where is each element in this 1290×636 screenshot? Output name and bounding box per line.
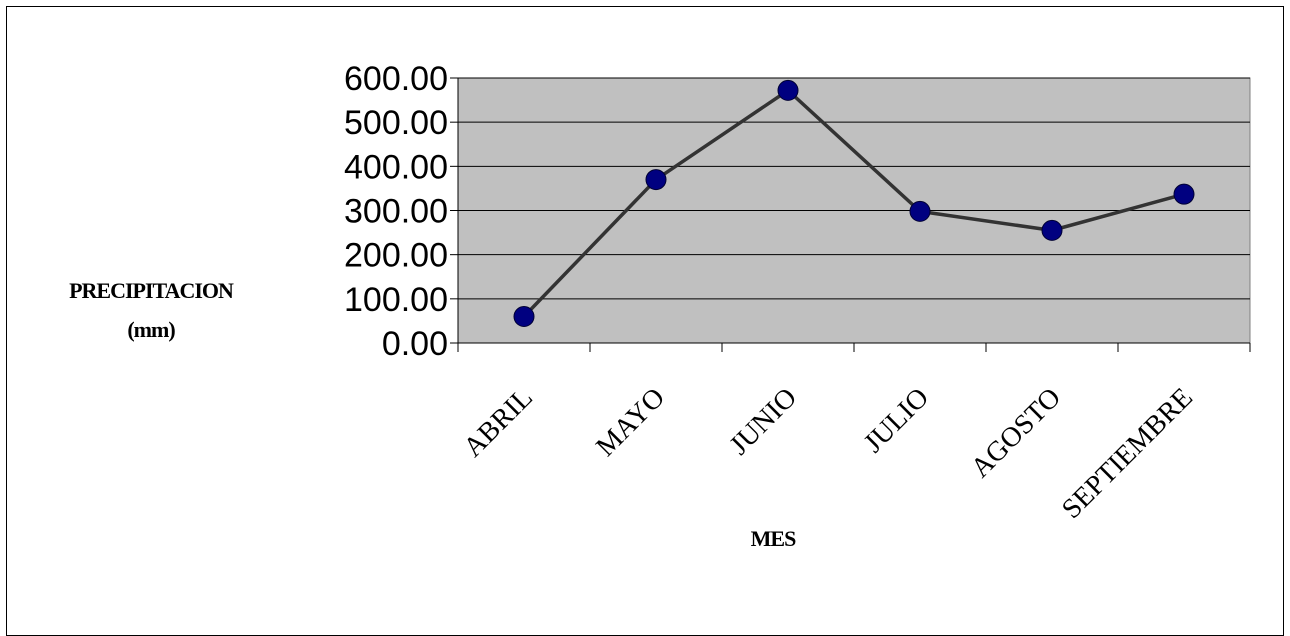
x-tick-label: JUNIO bbox=[724, 382, 803, 461]
y-tick-label: 400.00 bbox=[344, 148, 448, 186]
x-tick-label: AGOSTO bbox=[965, 382, 1067, 484]
y-tick-label: 100.00 bbox=[344, 281, 448, 319]
x-axis-title: MES bbox=[751, 526, 796, 551]
data-point bbox=[777, 79, 799, 101]
series-line bbox=[522, 88, 1185, 318]
chart-frame: 0.00 100.00 200.00 300.00 400.00 500.00 600.00… bbox=[6, 6, 1284, 636]
x-tick-label: MAYO bbox=[590, 382, 671, 463]
y-axis-title-line1: PRECIPITACION bbox=[69, 278, 234, 303]
y-tick-label: 300.00 bbox=[344, 193, 448, 231]
line-chart: 0.00 100.00 200.00 300.00 400.00 500.00 600.00… bbox=[69, 60, 1251, 551]
y-tick-label: 600.00 bbox=[344, 60, 448, 98]
data-point bbox=[909, 200, 931, 222]
y-tick-label: 0.00 bbox=[382, 325, 448, 363]
y-axis-title-line2: (mm) bbox=[127, 317, 175, 342]
y-tick-label: 500.00 bbox=[344, 104, 448, 142]
data-point bbox=[1173, 183, 1195, 205]
data-point bbox=[1041, 219, 1063, 241]
y-tick-label: 200.00 bbox=[344, 237, 448, 275]
data-point bbox=[513, 306, 535, 327]
data-point bbox=[645, 169, 667, 191]
x-tick-label: SEPTIEMBRE bbox=[1056, 382, 1199, 525]
x-tick-label: ABRIL bbox=[458, 382, 539, 463]
x-tick-label: JULIO bbox=[858, 382, 935, 459]
